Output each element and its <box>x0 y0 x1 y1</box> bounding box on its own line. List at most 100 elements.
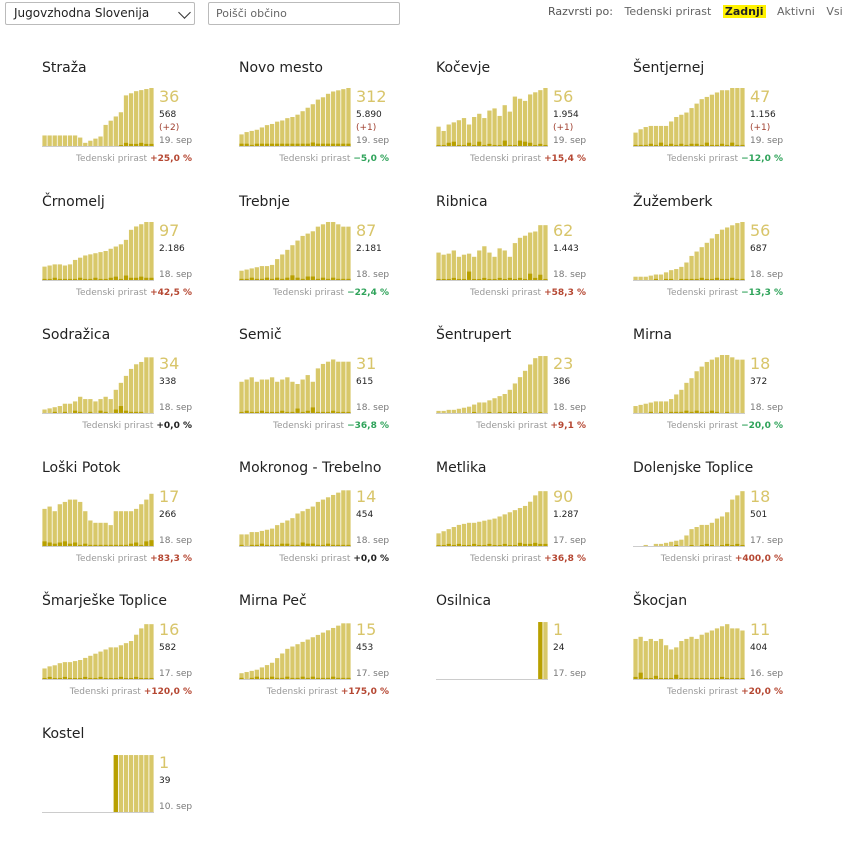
active-count: 18 <box>750 487 771 506</box>
last-date: 16. sep <box>750 669 784 679</box>
new-cases-bar <box>108 544 113 546</box>
active-bar <box>134 755 139 812</box>
weekly-growth-value: +400,0 % <box>734 554 783 564</box>
active-bar <box>280 254 285 280</box>
new-cases-bar <box>300 676 305 679</box>
new-cases-bar <box>244 278 249 280</box>
new-cases-bar <box>543 278 548 280</box>
active-bar <box>295 513 300 546</box>
new-cases-bar <box>67 677 73 679</box>
new-cases-bar <box>522 278 528 280</box>
municipality-card: Škocjan 11 404 16. sep Tedenski prirast +20,0… <box>633 593 823 718</box>
active-bar <box>543 491 548 546</box>
weekly-growth-value: +0,0 % <box>353 554 389 564</box>
active-bar <box>543 225 548 280</box>
new-cases-bar <box>709 544 715 546</box>
active-bar <box>487 110 492 146</box>
municipality-card: Dolenjske Toplice 18 501 17. sep Tedenski pr… <box>633 460 823 585</box>
new-cases-bar <box>315 143 321 146</box>
active-bar <box>699 634 704 679</box>
weekly-growth-label: Tedenski prirast <box>279 554 351 564</box>
active-bar <box>674 647 679 679</box>
search-input[interactable] <box>208 2 400 25</box>
active-bar <box>735 223 740 280</box>
active-bar <box>487 252 492 280</box>
active-bar <box>684 112 689 146</box>
active-bar <box>451 122 456 146</box>
active-bar <box>249 268 254 280</box>
new-cases-bar <box>98 278 103 280</box>
active-bar <box>689 636 694 679</box>
new-cases-bar <box>346 411 351 413</box>
new-cases-bar <box>320 677 326 679</box>
active-bar <box>346 226 351 280</box>
new-cases-bar <box>538 543 543 546</box>
active-bar <box>725 624 730 679</box>
active-bar <box>78 137 83 146</box>
region-select[interactable]: Jugovzhodna Slovenija <box>5 2 195 25</box>
active-bar <box>684 382 689 413</box>
new-cases-bar <box>714 411 720 413</box>
new-cases-bar <box>42 278 47 280</box>
weekly-growth: Tedenski prirast −5,0 % <box>279 154 389 164</box>
active-bar <box>709 94 715 146</box>
active-bar <box>522 100 528 146</box>
new-cases-bar <box>538 622 543 679</box>
active-bar <box>653 401 659 413</box>
active-bar <box>62 403 68 413</box>
active-bar <box>259 530 265 546</box>
new-cases-bar <box>259 143 265 146</box>
active-bar <box>62 135 68 146</box>
active-bar <box>285 249 290 280</box>
sort-option-weekly-growth[interactable]: Tedenski prirast <box>624 5 712 18</box>
new-cases-bar <box>52 411 57 413</box>
active-bar <box>78 257 83 280</box>
municipality-name: Kočevje <box>436 60 491 76</box>
new-cases-bar <box>88 278 93 280</box>
new-cases-bar <box>725 278 730 280</box>
active-bar <box>331 222 336 280</box>
new-cases-bar <box>643 144 648 146</box>
active-bar <box>52 135 57 146</box>
active-bar <box>689 108 694 146</box>
new-cases-bar <box>113 276 118 280</box>
total-count: 2.181 <box>356 244 382 254</box>
active-bar <box>730 225 735 280</box>
mini-bar-chart <box>633 355 745 414</box>
active-bar <box>669 270 674 280</box>
sort-option-all[interactable]: Vsi <box>826 5 843 18</box>
active-bar <box>249 532 254 546</box>
last-date: 18. sep <box>553 270 587 280</box>
active-count: 62 <box>553 221 574 240</box>
active-bar <box>714 518 720 546</box>
active-bar <box>512 243 518 280</box>
new-cases-bar <box>249 277 254 280</box>
active-bar <box>254 669 259 679</box>
municipality-name: Novo mesto <box>239 60 323 76</box>
municipality-name: Metlika <box>436 460 487 476</box>
new-cases-bar <box>134 277 139 280</box>
active-bar <box>714 357 720 413</box>
new-cases-bar <box>144 541 149 546</box>
weekly-growth-value: +175,0 % <box>340 687 389 697</box>
new-cases-bar <box>285 277 290 280</box>
new-cases-bar <box>144 277 149 280</box>
new-cases-bar <box>472 144 477 146</box>
new-cases-bar <box>113 544 118 546</box>
active-bar <box>346 88 351 146</box>
active-bar <box>118 112 124 146</box>
new-cases-bar <box>249 544 254 546</box>
new-cases-bar <box>466 271 472 280</box>
new-cases-bar <box>305 543 310 546</box>
active-bar <box>658 274 664 280</box>
active-bar <box>517 377 523 413</box>
active-bar <box>264 266 270 280</box>
new-cases-bar <box>492 544 497 546</box>
municipality-card: Trebnje 87 2.181 18. sep Tedenski prirast −22… <box>239 194 429 319</box>
new-cases-bar <box>315 411 321 413</box>
municipality-card: Šmarješke Toplice 16 582 17. sep Tedenski pr… <box>42 593 232 718</box>
sort-option-latest[interactable]: Zadnji <box>722 5 766 18</box>
active-bar <box>482 520 487 546</box>
new-cases-bar <box>295 544 300 546</box>
sort-option-active[interactable]: Aktivni <box>777 5 815 18</box>
